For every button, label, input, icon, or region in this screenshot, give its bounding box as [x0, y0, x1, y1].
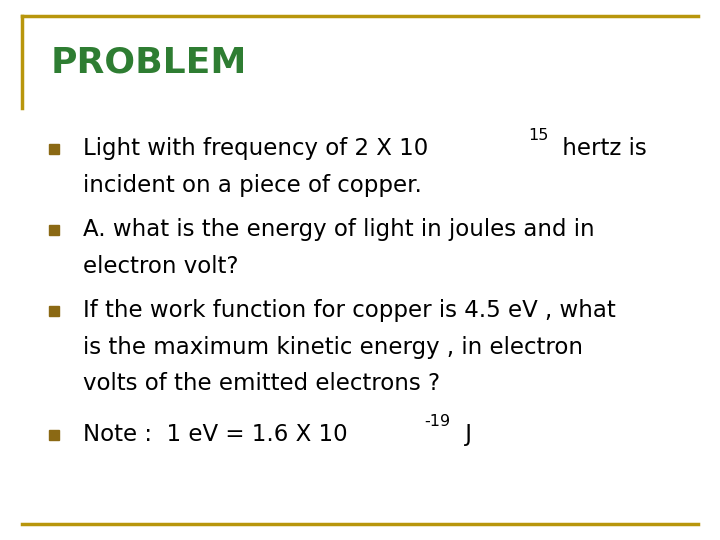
- Text: hertz is: hertz is: [554, 137, 647, 160]
- Text: 15: 15: [528, 127, 549, 143]
- Text: A. what is the energy of light in joules and in: A. what is the energy of light in joules…: [83, 218, 595, 241]
- Text: Light with frequency of 2 X 10: Light with frequency of 2 X 10: [83, 137, 428, 160]
- Text: Note :  1 eV = 1.6 X 10: Note : 1 eV = 1.6 X 10: [83, 423, 348, 446]
- Text: If the work function for copper is 4.5 eV , what: If the work function for copper is 4.5 e…: [83, 299, 616, 322]
- Text: electron volt?: electron volt?: [83, 255, 238, 278]
- Text: PROBLEM: PROBLEM: [50, 45, 247, 79]
- Text: J: J: [458, 423, 472, 446]
- Text: -19: -19: [424, 414, 451, 429]
- Text: volts of the emitted electrons ?: volts of the emitted electrons ?: [83, 373, 440, 395]
- Text: is the maximum kinetic energy , in electron: is the maximum kinetic energy , in elect…: [83, 336, 582, 359]
- Text: incident on a piece of copper.: incident on a piece of copper.: [83, 174, 422, 197]
